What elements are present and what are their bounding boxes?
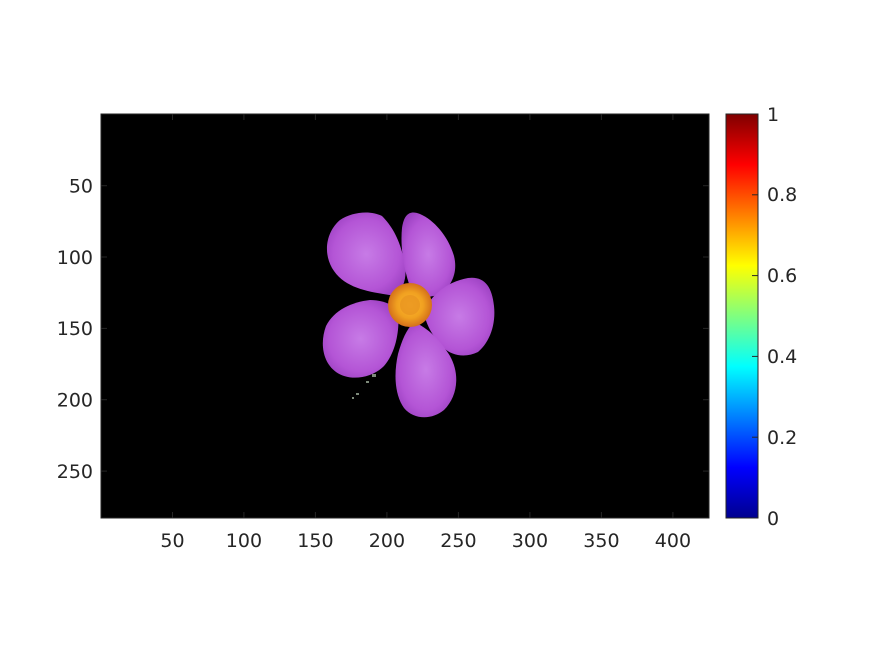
y-axis-ticks xyxy=(101,185,709,472)
y-tick-label: 50 xyxy=(69,176,93,198)
x-tick-label: 300 xyxy=(512,530,548,552)
x-tick-label: 350 xyxy=(583,530,619,552)
colorbar-tick-label: 0.2 xyxy=(767,427,797,449)
y-tick-label: 250 xyxy=(57,461,93,483)
colorbar-tick-label: 0.8 xyxy=(767,184,797,206)
x-tick-label: 50 xyxy=(160,530,184,552)
flower-stem-fragments xyxy=(352,374,376,399)
colorbar-tick-label: 0 xyxy=(767,508,779,530)
colorbar-ticks xyxy=(752,113,758,519)
y-tick-labels: 50 100 150 200 250 xyxy=(57,176,93,483)
x-tick-label: 150 xyxy=(297,530,333,552)
y-tick-label: 200 xyxy=(57,390,93,412)
colorbar: 0 0.2 0.4 0.6 0.8 1 xyxy=(725,104,797,530)
x-axis-ticks xyxy=(172,114,674,518)
image-axes: 50 100 150 200 250 300 350 400 50 100 15… xyxy=(57,113,710,552)
x-tick-label: 400 xyxy=(655,530,691,552)
flower-image xyxy=(322,212,495,418)
colorbar-tick-label: 1 xyxy=(767,104,779,126)
petal-top-right xyxy=(401,212,456,297)
colorbar-tick-labels: 0 0.2 0.4 0.6 0.8 1 xyxy=(767,104,797,530)
y-tick-label: 150 xyxy=(57,318,93,340)
x-tick-label: 250 xyxy=(440,530,476,552)
x-tick-label: 100 xyxy=(226,530,262,552)
colorbar-gradient xyxy=(725,113,759,519)
y-tick-label: 100 xyxy=(57,247,93,269)
flower-center-inner xyxy=(400,295,420,315)
petal-bottom xyxy=(395,322,457,418)
petal-top-left xyxy=(326,212,406,296)
petal-left xyxy=(322,300,399,378)
x-tick-labels: 50 100 150 200 250 300 350 400 xyxy=(160,530,691,552)
petal-right xyxy=(424,277,495,356)
colorbar-tick-label: 0.4 xyxy=(767,346,797,368)
colorbar-tick-label: 0.6 xyxy=(767,265,797,287)
x-tick-label: 200 xyxy=(369,530,405,552)
